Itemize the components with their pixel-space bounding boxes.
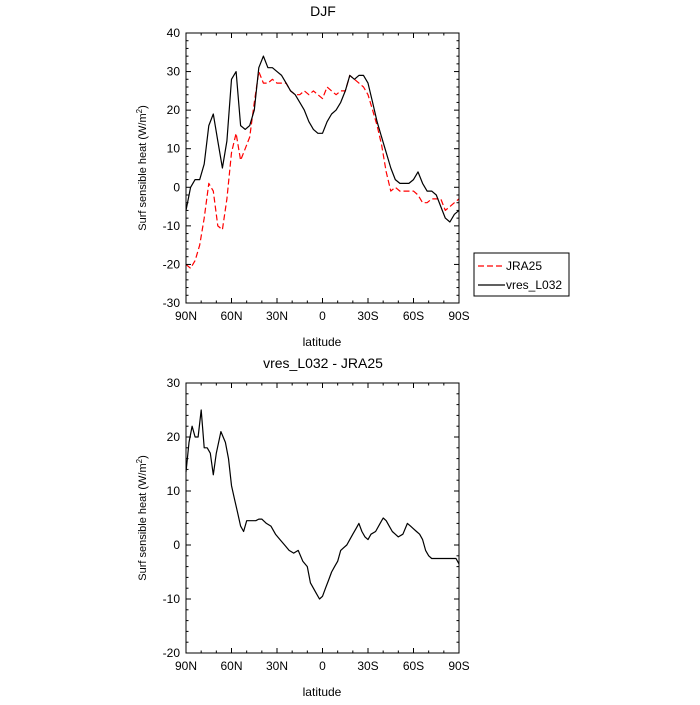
top-chart-title: DJF — [310, 3, 336, 19]
top-ytick-label: 20 — [167, 103, 181, 117]
bottom-xtick-label: 30N — [266, 659, 288, 673]
top-xtick-label: 60N — [220, 309, 242, 323]
top-plot-frame — [185, 32, 460, 304]
top-chart-ylabel-close: ) — [137, 105, 149, 109]
bottom-xtick-label: 60N — [220, 659, 242, 673]
top-ytick-label: -30 — [163, 296, 181, 310]
bottom-chart-ylabel: Surf sensible heat (W/m2) — [135, 455, 149, 581]
bottom-xtick-label: 90S — [448, 659, 469, 673]
bottom-chart-ylabel-close: ) — [137, 455, 149, 459]
top-xtick-label: 90S — [448, 309, 469, 323]
bottom-chart-title: vres_L032 - JRA25 — [263, 355, 383, 371]
bottom-chart-ylabel-sup: 2 — [135, 458, 144, 463]
top-ytick-label: 0 — [173, 180, 180, 194]
bottom-ytick-label: -10 — [163, 592, 181, 606]
bottom-chart: -20 -10 0 10 20 30 90N 60N 30N 0 30S 60S 90S — [163, 376, 470, 673]
top-xtick-label: 30N — [266, 309, 288, 323]
top-ytick-label: 30 — [167, 65, 181, 79]
bottom-ytick-label: -20 — [163, 646, 181, 660]
top-ytick-label: -10 — [163, 219, 181, 233]
legend: JRA25 vres_L032 — [473, 252, 570, 297]
top-xtick-label: 90N — [175, 309, 197, 323]
bottom-ytick-label: 0 — [173, 538, 180, 552]
top-chart-ylabel-sup: 2 — [135, 108, 144, 113]
top-ytick-label: 10 — [167, 142, 181, 156]
top-ytick-label: -20 — [163, 257, 181, 271]
bottom-ytick-label: 30 — [167, 376, 181, 390]
bottom-xtick-label: 90N — [175, 659, 197, 673]
top-chart: -30 -20 -10 0 10 20 30 40 90N 60N 30N 0 30S 60S 90S — [163, 26, 470, 323]
bottom-series-vres-l032-jra25 — [185, 409, 460, 600]
top-chart-ylabel-text: Surf sensible heat (W/m — [137, 113, 149, 230]
bottom-plot-frame — [185, 382, 460, 654]
bottom-chart-ylabel-text: Surf sensible heat (W/m — [137, 463, 149, 580]
top-ytick-label: 40 — [167, 26, 181, 40]
bottom-xtick-label: 0 — [319, 659, 326, 673]
legend-label-jra25: JRA25 — [506, 259, 542, 273]
bottom-xtick-label: 30S — [357, 659, 378, 673]
bottom-ytick-label: 10 — [167, 484, 181, 498]
top-xtick-label: 0 — [319, 309, 326, 323]
bottom-ytick-label: 20 — [167, 430, 181, 444]
top-series-vres-l032 — [185, 55, 460, 223]
top-chart-xlabel: latitude — [303, 335, 342, 349]
bottom-chart-xlabel: latitude — [303, 685, 342, 699]
legend-box — [473, 252, 570, 297]
bottom-xtick-label: 60S — [403, 659, 424, 673]
top-xtick-label: 60S — [403, 309, 424, 323]
top-chart-ylabel: Surf sensible heat (W/m2) — [135, 105, 149, 231]
legend-label-vres-l032: vres_L032 — [506, 278, 562, 292]
top-series-jra25 — [185, 70, 460, 269]
top-xtick-label: 30S — [357, 309, 378, 323]
